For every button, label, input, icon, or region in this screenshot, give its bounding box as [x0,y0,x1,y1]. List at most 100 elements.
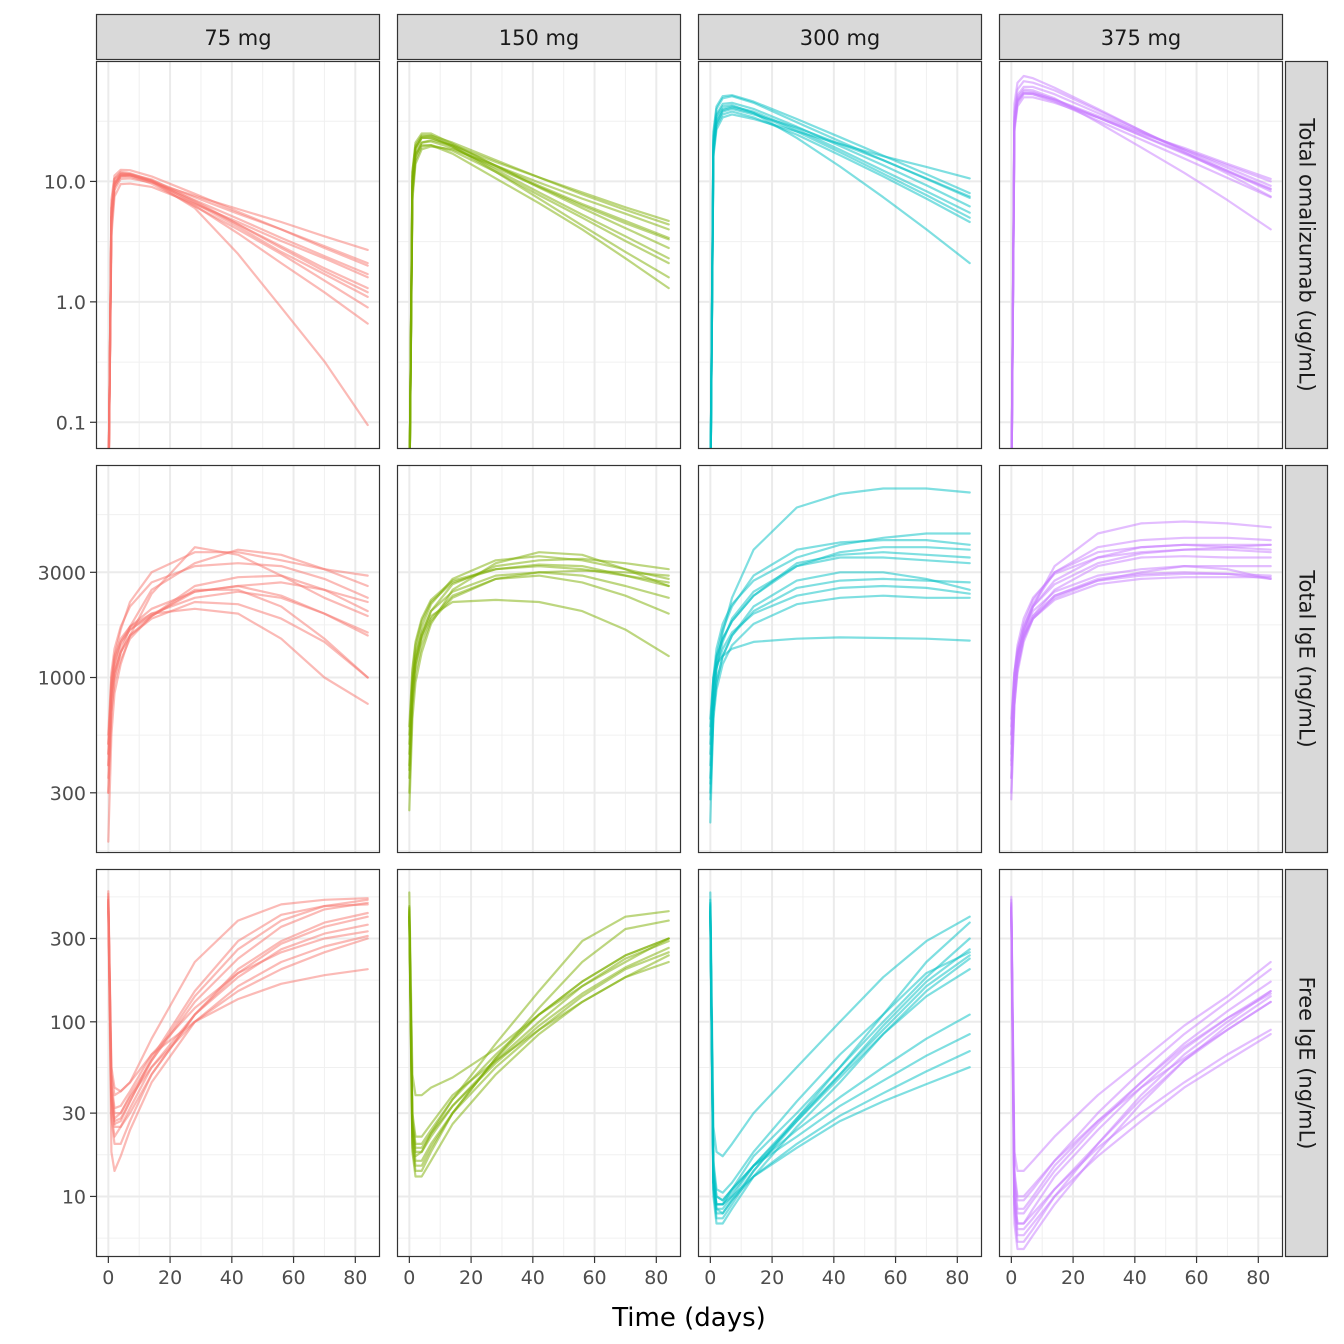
y-tick-label: 300 [50,783,86,805]
series-line [107,910,369,1173]
x-tick-label: 80 [1246,1267,1270,1289]
panel-background [698,869,982,1257]
facet-panel-row2-col3 [697,464,983,854]
y-tick-label: 3000 [38,562,86,584]
series-line [408,564,670,736]
measure-strip-row2: Total IgE (ng/mL) [1284,464,1329,854]
series-lines [1010,74,1272,449]
series-line [709,110,971,449]
panel-border [396,868,682,1258]
panel-background [397,465,681,853]
x-tick-label: 20 [1061,1267,1085,1289]
series-line [107,900,369,1097]
series-lines [408,551,670,812]
panel-background [698,465,982,853]
series-line [1010,904,1272,1210]
y-tick-label: 30 [62,1103,86,1125]
panel-border [396,464,682,854]
x-tick-label: 80 [343,1267,367,1289]
series-line [107,546,369,843]
facet-panel-row3-col2: 0 20 40 60 80 [396,868,682,1289]
series-lines [1010,895,1272,1251]
series-line [709,636,971,720]
series-lines [107,890,369,1173]
series-line [408,908,670,1149]
y-tick-label: 1.0 [56,292,86,314]
measure-strip-row3: Free IgE (ng/mL) [1284,868,1329,1258]
series-line [408,904,670,1138]
panel-border [95,464,381,854]
x-tick-label: 20 [158,1267,182,1289]
facet-panel-row2-col4 [998,464,1284,854]
series-line [1010,564,1272,762]
dose-strip-label: 300 mg [800,26,881,50]
y-tick-label: 10 [62,1186,86,1208]
panel-background [96,869,380,1257]
y-tick-label: 1000 [38,668,86,690]
measure-strip-label: Total IgE (ng/mL) [1295,569,1319,747]
x-tick-label: 0 [1005,1267,1017,1289]
x-tick-label: 40 [521,1267,545,1289]
series-line [408,144,670,449]
panel-background [999,869,1283,1257]
series-line [709,94,971,449]
facet-panel-row2-col2 [396,464,682,854]
x-tick-label: 0 [403,1267,415,1289]
dose-strip-label: 150 mg [499,26,580,50]
facet-panel-row1-col3: 300 mg [697,13,983,450]
panel-background [999,61,1283,449]
measure-strip-row1: Total omalizumab (ug/mL) [1284,60,1329,450]
measure-strip-label: Total omalizumab (ug/mL) [1295,117,1319,391]
panel-border [396,60,682,450]
measure-strip [1284,464,1329,854]
series-line [107,904,369,1146]
series-line [1010,906,1272,1237]
series-line [107,892,369,1115]
series-line [709,898,971,1194]
x-tick-label: 60 [281,1267,305,1289]
panel-background [96,465,380,853]
series-line [408,574,670,772]
x-tick-label: 0 [704,1267,716,1289]
x-tick-label: 40 [1123,1267,1147,1289]
facet-panel-row1-col4: 375 mg [998,13,1284,450]
x-axis-title: Time (days) [611,1303,766,1333]
series-line [107,574,369,756]
dose-strip [998,13,1284,61]
panel-border [697,868,983,1258]
panel-background [397,61,681,449]
panel-border [95,868,381,1258]
facet-panel-row2-col1: 300 1000 3000 [38,464,381,854]
y-tick-label: 300 [50,928,86,950]
series-line [1010,88,1272,449]
x-tick-label: 80 [644,1267,668,1289]
y-tick-label: 10.0 [44,171,86,193]
facet-panel-row1-col2: 150 mg [396,13,682,450]
panel-border [697,60,983,450]
dose-strip [396,13,682,61]
x-tick-label: 80 [945,1267,969,1289]
dose-strip-label: 375 mg [1101,26,1182,50]
x-tick-label: 60 [883,1267,907,1289]
panel-border [998,464,1284,854]
facet-panel-row3-col1: 0 20 40 60 80 10 30 100 300 [50,868,381,1289]
series-line [1010,571,1272,736]
x-tick-label: 40 [220,1267,244,1289]
facet-panel-row3-col4: 0 20 40 60 80 [998,868,1284,1289]
series-line [709,891,971,1158]
panel-border [998,60,1284,450]
series-lines [107,168,369,449]
panel-border [697,464,983,854]
measure-strip [1284,868,1329,1258]
facet-panel-row1-col1: 75 mg 0.1 1.0 10.0 [44,13,381,450]
y-tick-label: 100 [50,1012,86,1034]
x-tick-label: 40 [822,1267,846,1289]
x-tick-label: 20 [459,1267,483,1289]
series-line [709,910,971,1215]
series-lines [408,891,670,1178]
measure-strip-label: Free IgE (ng/mL) [1295,977,1319,1150]
series-line [709,571,971,785]
x-tick-label: 60 [1184,1267,1208,1289]
measure-strip [1284,60,1329,450]
